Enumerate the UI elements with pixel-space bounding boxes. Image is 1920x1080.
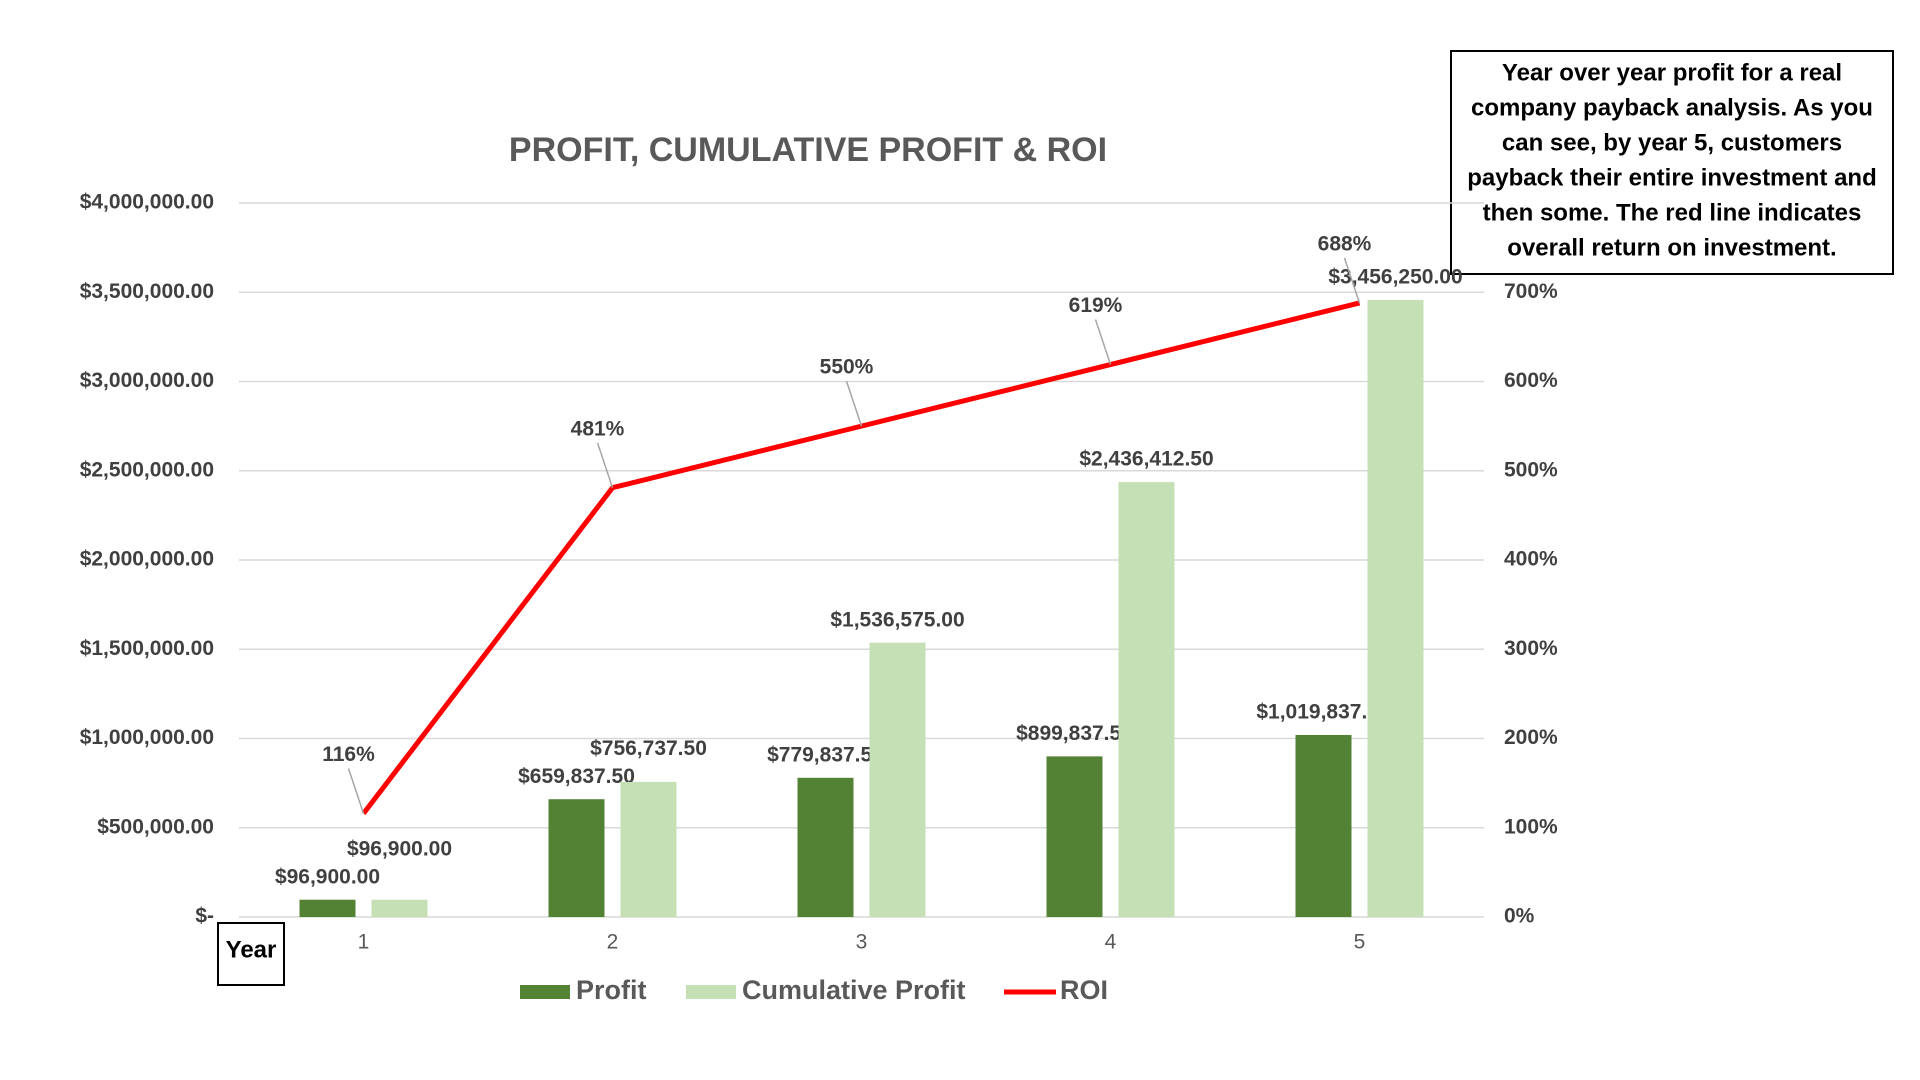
bar [620, 781, 677, 917]
data-label: 481% [571, 417, 625, 440]
y2-tick-label: 700% [1504, 280, 1558, 303]
data-label: 619% [1069, 294, 1123, 317]
roi-line [361, 300, 1361, 815]
bar [299, 899, 356, 917]
data-label: $2,436,412.50 [1079, 448, 1213, 471]
y2-tick-label: 100% [1504, 815, 1558, 838]
data-label: $899,837.50 [1016, 722, 1133, 745]
annotation-line: payback their entire investment and [1467, 164, 1876, 191]
x-tick-label: 5 [1354, 931, 1366, 954]
y-tick-label: $1,000,000.00 [80, 726, 214, 749]
data-label: 688% [1318, 233, 1372, 256]
x-tick-label: 3 [856, 931, 868, 954]
x-axis-title: Year [226, 936, 277, 963]
bar [1367, 300, 1424, 917]
data-label: $3,456,250.00 [1328, 266, 1462, 289]
legend-label: ROI [1060, 975, 1108, 1005]
bar [869, 642, 926, 917]
x-tick-label: 4 [1105, 931, 1117, 954]
y2-tick-label: 400% [1504, 548, 1558, 571]
bar [371, 899, 428, 917]
leader-line [347, 768, 365, 814]
leader-line [1094, 319, 1112, 365]
y2-tick-label: 300% [1504, 637, 1558, 660]
data-label: $96,900.00 [275, 865, 380, 888]
data-label: $1,019,837.50 [1256, 701, 1390, 724]
data-label: 116% [322, 743, 375, 766]
chart-title: PROFIT, CUMULATIVE PROFIT & ROI [509, 131, 1107, 169]
y-tick-label: $- [195, 905, 214, 928]
y-tick-label: $2,500,000.00 [80, 458, 214, 481]
x-tick-label: 2 [607, 931, 619, 954]
y2-tick-label: 500% [1504, 458, 1558, 481]
bar [1046, 756, 1103, 917]
legend-label: Cumulative Profit [742, 975, 966, 1005]
bar [1118, 482, 1175, 917]
annotation-line: then some. The red line indicates [1483, 199, 1862, 226]
x-title-box [217, 922, 285, 986]
y-tick-label: $2,000,000.00 [80, 548, 214, 571]
y-tick-label: $3,500,000.00 [80, 280, 214, 303]
annotation-line: Year over year profit for a real [1502, 59, 1842, 86]
leader-line [1343, 257, 1361, 304]
y2-tick-label: 600% [1504, 369, 1558, 392]
y-tick-label: $4,000,000.00 [80, 191, 214, 214]
y2-tick-label: 200% [1504, 726, 1558, 749]
bar [797, 777, 854, 917]
data-label: $756,737.50 [590, 737, 707, 760]
y-tick-label: $3,000,000.00 [80, 369, 214, 392]
legend-label: Profit [576, 975, 647, 1005]
data-label: $779,837.50 [767, 743, 884, 766]
leader-line [596, 442, 614, 488]
data-label: $96,900.00 [347, 837, 452, 860]
data-label: 550% [820, 356, 874, 379]
legend-swatch [520, 985, 570, 999]
y-tick-label: $500,000.00 [97, 815, 214, 838]
y2-tick-label: 0% [1504, 905, 1535, 928]
x-tick-label: 1 [358, 931, 370, 954]
annotation-line: company payback analysis. As you [1471, 94, 1873, 121]
y-tick-label: $1,500,000.00 [80, 637, 214, 660]
data-label: $1,536,575.00 [830, 608, 964, 631]
annotation-line: overall return on investment. [1507, 234, 1836, 261]
bar [1295, 734, 1352, 917]
annotation-line: can see, by year 5, customers [1502, 129, 1842, 156]
data-label: $659,837.50 [518, 765, 635, 788]
legend-swatch [686, 985, 736, 999]
annotation-box [1450, 50, 1894, 275]
leader-line [845, 380, 863, 427]
bar [548, 799, 605, 917]
